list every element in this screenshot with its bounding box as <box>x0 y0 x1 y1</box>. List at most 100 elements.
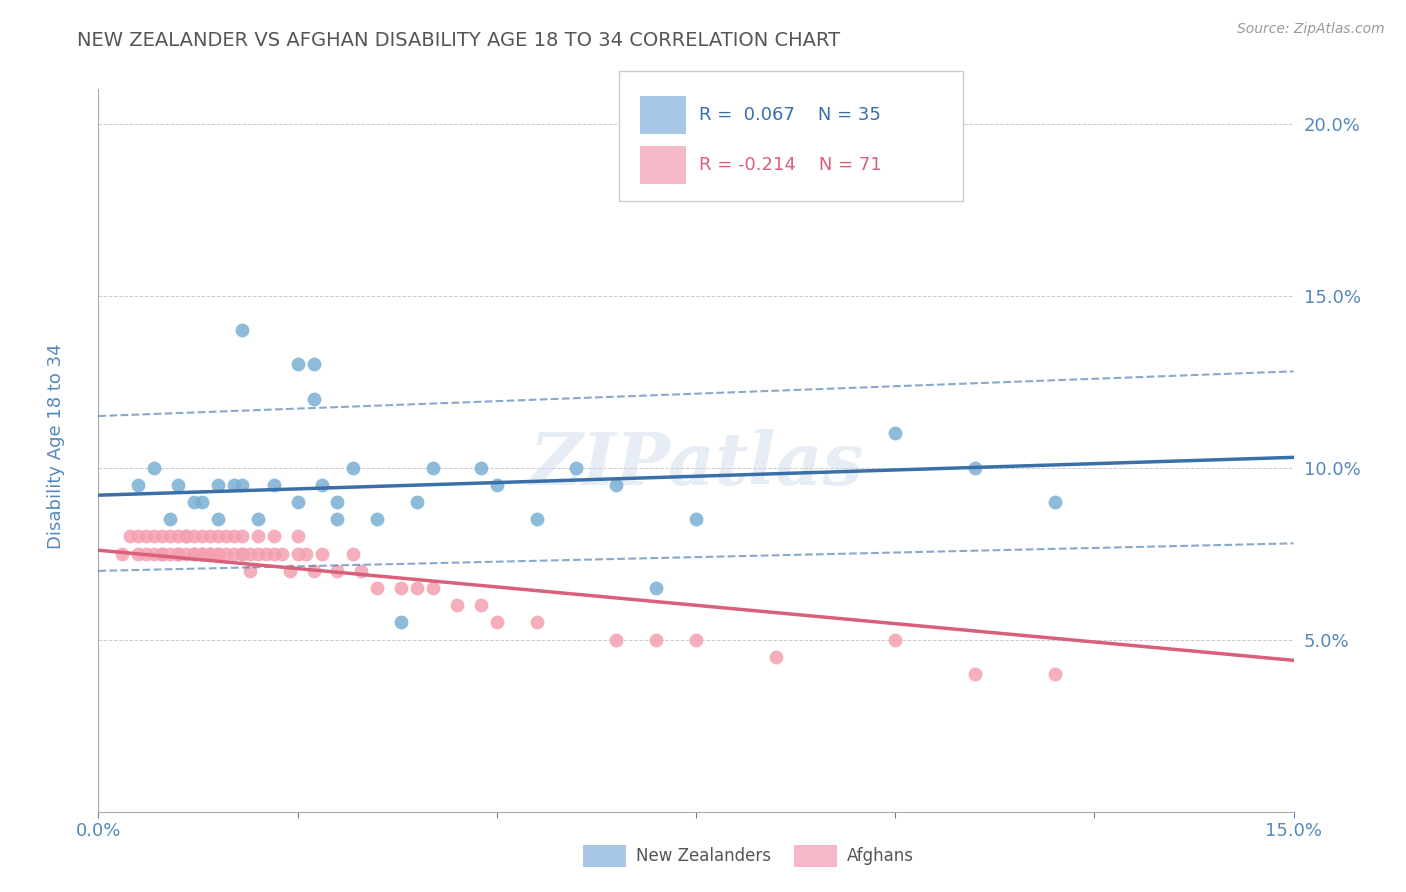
Point <box>239 564 262 578</box>
Point <box>222 529 245 543</box>
Point <box>263 547 285 561</box>
Point <box>963 460 986 475</box>
Point <box>127 547 149 561</box>
Point <box>342 460 364 475</box>
Point <box>254 547 277 561</box>
Point <box>446 599 468 613</box>
Point <box>605 632 627 647</box>
Point <box>287 495 309 509</box>
Point <box>127 478 149 492</box>
Point <box>239 547 262 561</box>
Point <box>231 529 253 543</box>
Point <box>207 512 229 526</box>
Point <box>143 547 166 561</box>
Point <box>302 392 325 406</box>
Point <box>183 529 205 543</box>
Point <box>302 358 325 372</box>
Point <box>470 599 492 613</box>
Point <box>1043 667 1066 681</box>
Point <box>645 581 668 595</box>
Text: ZIPatlas: ZIPatlas <box>529 429 863 500</box>
Point <box>198 547 221 561</box>
Point <box>246 547 269 561</box>
Point <box>470 460 492 475</box>
Point <box>120 529 142 543</box>
Point <box>167 529 190 543</box>
Point <box>366 512 388 526</box>
Point <box>278 564 301 578</box>
Point <box>191 495 214 509</box>
Point <box>231 478 253 492</box>
Point <box>167 547 190 561</box>
Point <box>263 478 285 492</box>
Point <box>231 547 253 561</box>
Text: NEW ZEALANDER VS AFGHAN DISABILITY AGE 18 TO 34 CORRELATION CHART: NEW ZEALANDER VS AFGHAN DISABILITY AGE 1… <box>77 31 841 50</box>
Point <box>191 529 214 543</box>
Point <box>215 529 238 543</box>
Text: Disability Age 18 to 34: Disability Age 18 to 34 <box>48 343 65 549</box>
Point <box>1043 495 1066 509</box>
Point <box>311 478 333 492</box>
Point <box>222 478 245 492</box>
Point <box>159 547 181 561</box>
Point <box>191 547 214 561</box>
Point <box>207 478 229 492</box>
Point <box>311 547 333 561</box>
Point <box>963 667 986 681</box>
Point <box>159 512 181 526</box>
Point <box>207 547 229 561</box>
Point <box>167 547 190 561</box>
Text: R =  0.067    N = 35: R = 0.067 N = 35 <box>699 106 880 124</box>
Point <box>111 547 134 561</box>
Point <box>326 564 349 578</box>
Point <box>294 547 316 561</box>
Point <box>143 460 166 475</box>
Point <box>565 460 588 475</box>
Point <box>246 512 269 526</box>
Point <box>270 547 292 561</box>
Point <box>287 529 309 543</box>
Point <box>406 495 429 509</box>
Point <box>422 460 444 475</box>
Text: Afghans: Afghans <box>846 847 914 865</box>
Point <box>485 478 508 492</box>
Point <box>526 512 548 526</box>
Point <box>389 581 412 595</box>
Point <box>765 649 787 664</box>
Point <box>159 529 181 543</box>
Point <box>222 547 245 561</box>
Point <box>183 495 205 509</box>
Point <box>183 547 205 561</box>
Point <box>884 632 907 647</box>
Point <box>167 547 190 561</box>
Point <box>150 547 173 561</box>
Text: New Zealanders: New Zealanders <box>636 847 770 865</box>
Point <box>198 547 221 561</box>
Point <box>485 615 508 630</box>
Text: Source: ZipAtlas.com: Source: ZipAtlas.com <box>1237 22 1385 37</box>
Point <box>174 529 197 543</box>
Point <box>127 529 149 543</box>
Point <box>135 529 157 543</box>
Point <box>326 495 349 509</box>
Point <box>198 529 221 543</box>
Point <box>207 529 229 543</box>
Point <box>366 581 388 595</box>
Point <box>342 547 364 561</box>
Point <box>645 632 668 647</box>
Point <box>150 547 173 561</box>
Point <box>263 529 285 543</box>
Point <box>191 547 214 561</box>
Point <box>685 632 707 647</box>
Point <box>150 529 173 543</box>
Text: R = -0.214    N = 71: R = -0.214 N = 71 <box>699 156 882 174</box>
Point <box>685 512 707 526</box>
Point <box>174 547 197 561</box>
Point <box>143 529 166 543</box>
Point <box>605 478 627 492</box>
Point <box>350 564 373 578</box>
Point <box>422 581 444 595</box>
Point <box>231 547 253 561</box>
Point <box>183 547 205 561</box>
Point <box>167 478 190 492</box>
